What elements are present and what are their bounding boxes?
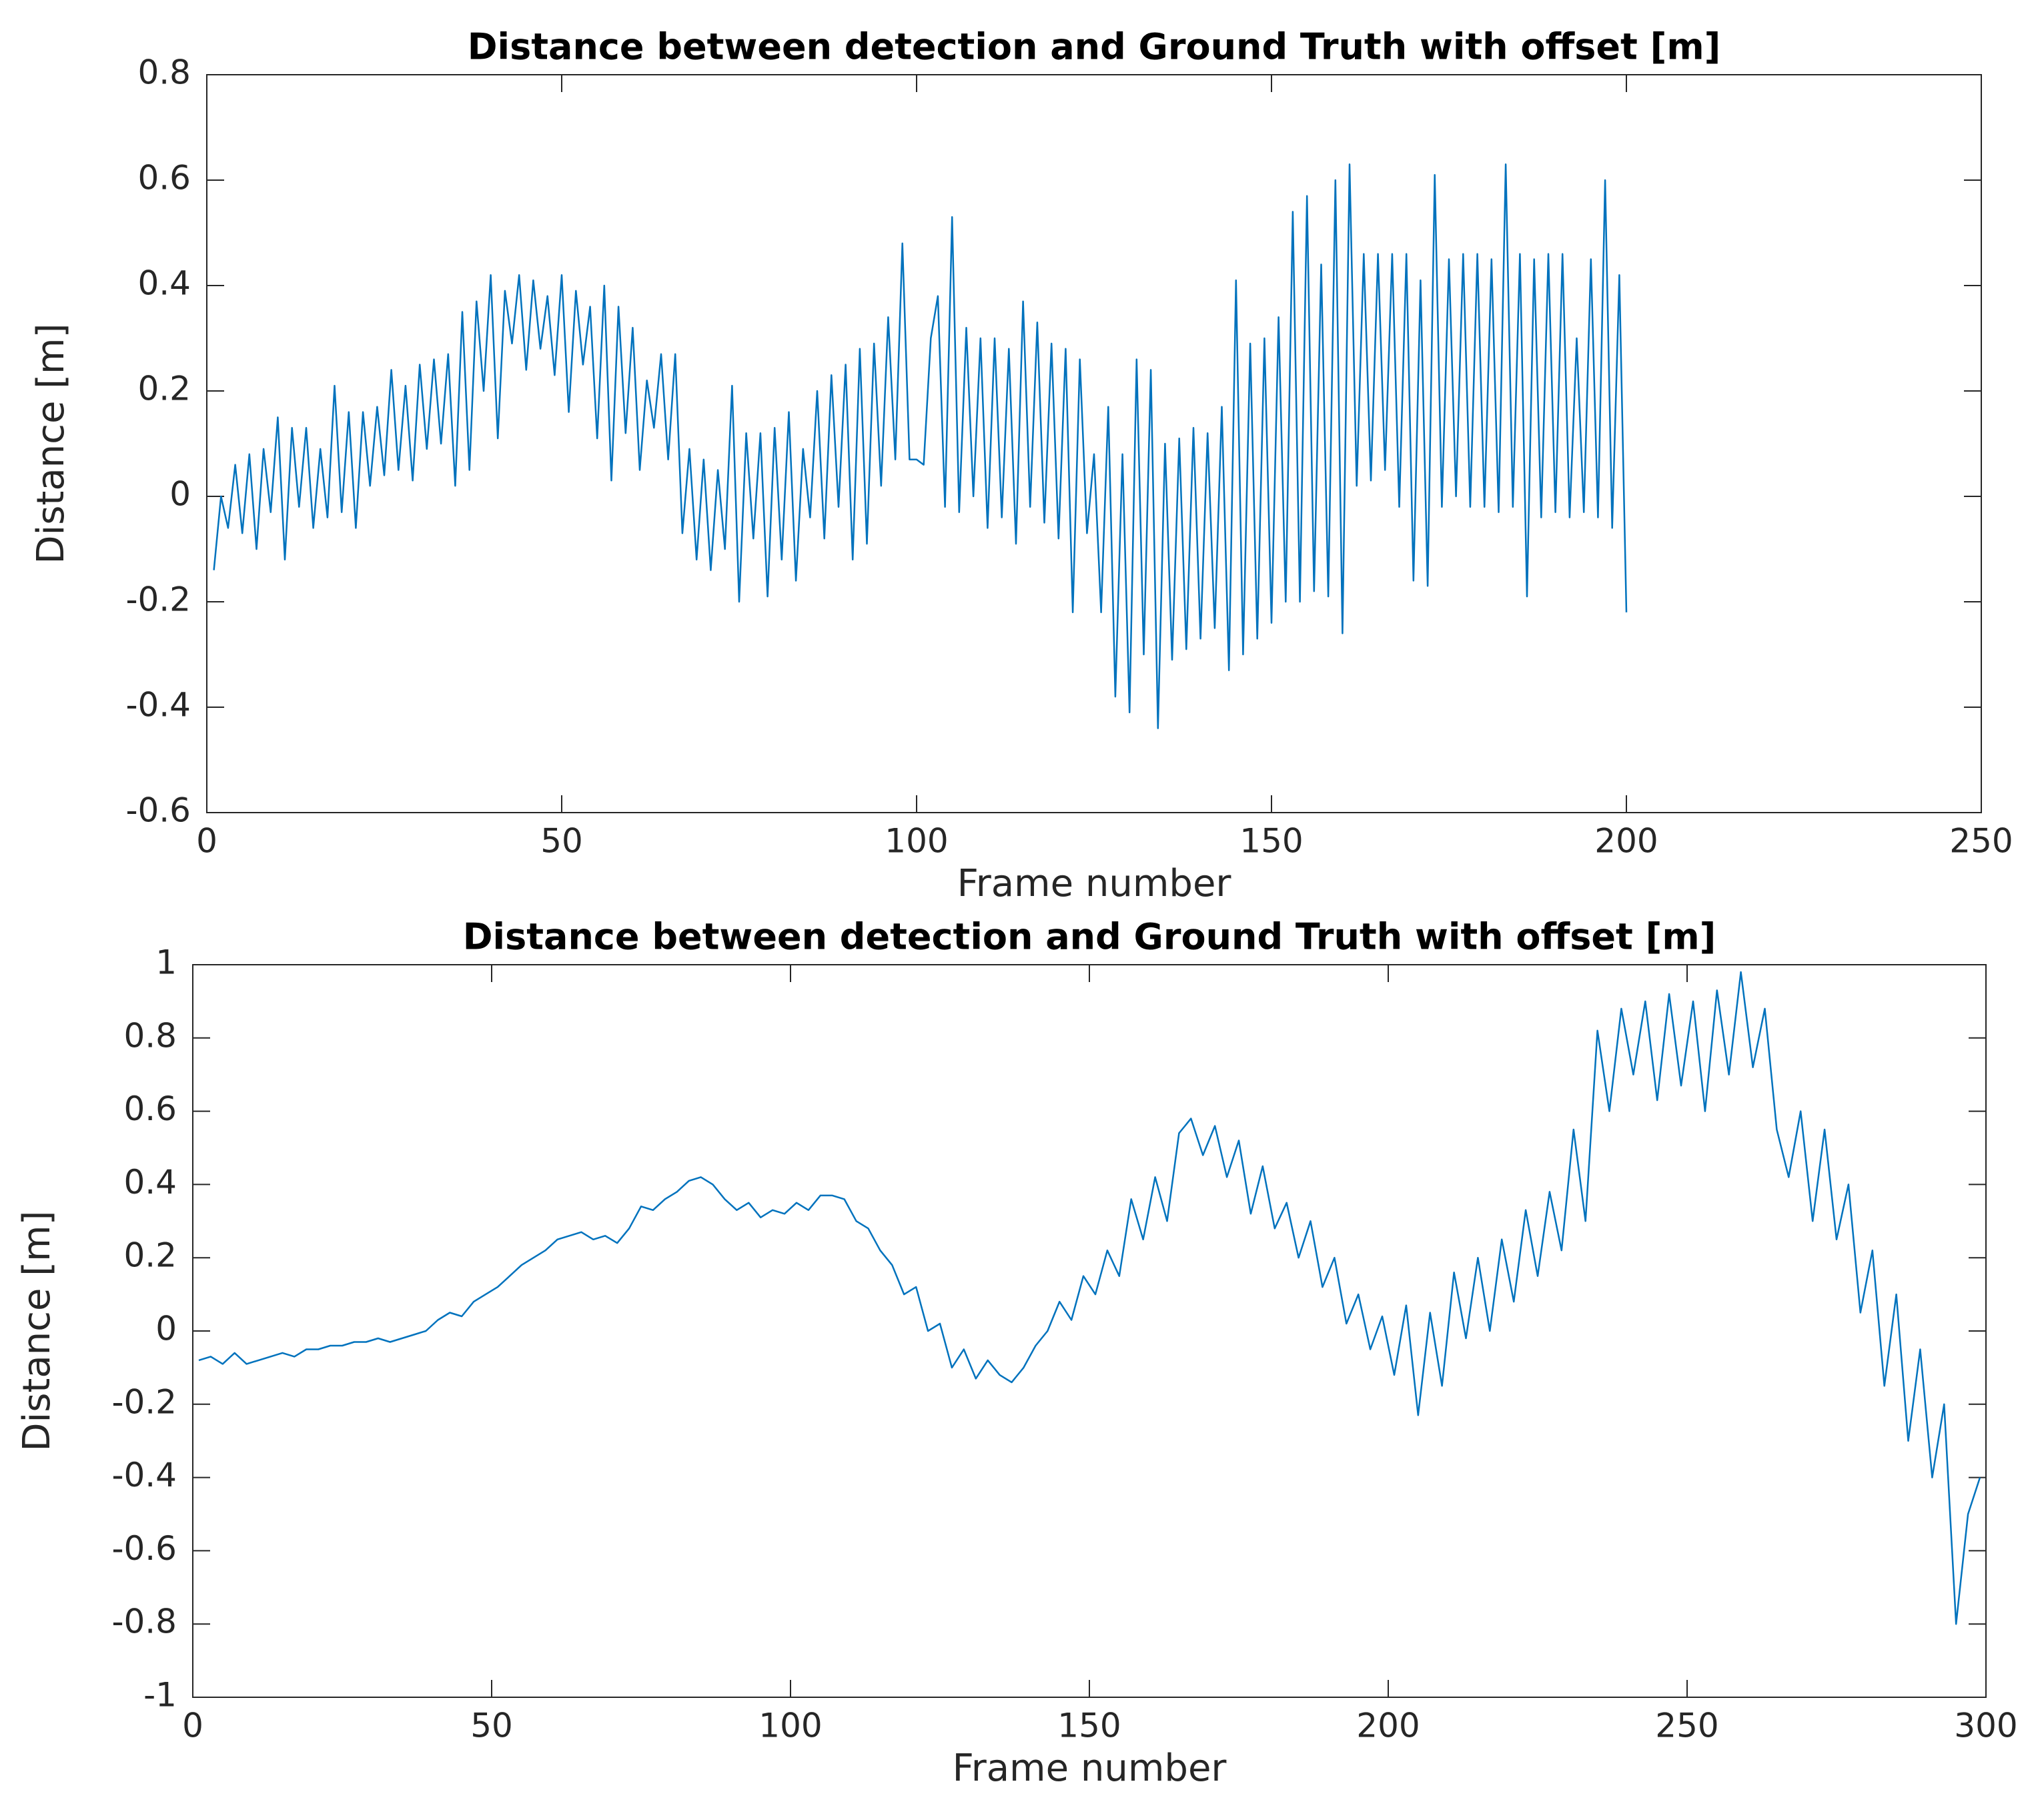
x-tick-label: 200 bbox=[1356, 1707, 1420, 1745]
x-tick-label: 150 bbox=[1057, 1707, 1121, 1745]
x-tick-label: 150 bbox=[1239, 822, 1303, 861]
y-axis-label: Distance [m] bbox=[29, 324, 73, 564]
x-tick-label: 50 bbox=[470, 1707, 513, 1745]
y-tick-label: 0.6 bbox=[137, 159, 191, 197]
x-tick-label: 50 bbox=[540, 822, 583, 861]
x-tick-label: 100 bbox=[885, 822, 948, 861]
y-tick-label: 1 bbox=[155, 943, 177, 982]
y-tick-label: 0.2 bbox=[137, 370, 191, 408]
x-tick-label: 250 bbox=[1949, 822, 2013, 861]
plot-area bbox=[206, 74, 1982, 813]
y-tick-label: -0.6 bbox=[111, 1529, 177, 1568]
x-tick-label: 0 bbox=[196, 822, 217, 861]
plot-area bbox=[192, 964, 1987, 1698]
x-tick-label: 300 bbox=[1954, 1707, 2017, 1745]
y-tick-label: -0.4 bbox=[111, 1456, 177, 1494]
chart-title: Distance between detection and Ground Tr… bbox=[463, 916, 1716, 958]
y-tick-label: 0 bbox=[169, 475, 191, 514]
y-axis-label: Distance [m] bbox=[15, 1211, 59, 1452]
y-tick-label: 0.8 bbox=[123, 1016, 177, 1055]
x-tick-label: 100 bbox=[758, 1707, 822, 1745]
y-tick-label: -0.6 bbox=[125, 791, 191, 830]
y-tick-label: 0.8 bbox=[137, 53, 191, 92]
y-tick-label: -0.8 bbox=[111, 1603, 177, 1641]
x-axis-label: Frame number bbox=[957, 862, 1232, 905]
y-tick-label: -0.2 bbox=[125, 580, 191, 619]
y-tick-label: -0.2 bbox=[111, 1382, 177, 1421]
x-tick-label: 0 bbox=[182, 1707, 203, 1745]
y-tick-label: 0.2 bbox=[123, 1236, 177, 1275]
x-axis-label: Frame number bbox=[953, 1747, 1227, 1790]
y-tick-label: -1 bbox=[143, 1676, 177, 1715]
data-line bbox=[198, 971, 1981, 1625]
y-tick-label: 0 bbox=[155, 1310, 177, 1348]
y-tick-label: 0.4 bbox=[137, 264, 191, 303]
data-line bbox=[213, 163, 1628, 729]
chart-title: Distance between detection and Ground Tr… bbox=[468, 26, 1721, 68]
y-tick-label: -0.4 bbox=[125, 686, 191, 725]
x-tick-label: 250 bbox=[1655, 1707, 1718, 1745]
y-tick-label: 0.6 bbox=[123, 1089, 177, 1128]
y-tick-label: 0.4 bbox=[123, 1163, 177, 1202]
x-tick-label: 200 bbox=[1594, 822, 1658, 861]
